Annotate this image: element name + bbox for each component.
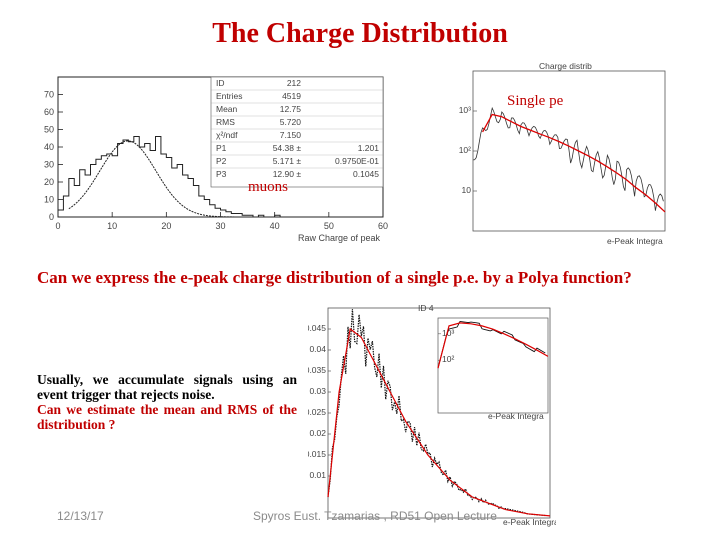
muons-stat-label-2: Mean (216, 104, 238, 114)
muons-stat-error-7: 0.1045 (353, 169, 379, 179)
muons-stat-value-5: 54.38 ± (273, 143, 302, 153)
muons-stat-value-3: 5.720 (280, 117, 302, 127)
inset-data-line (437, 320, 546, 369)
single-pe-stats-title: Charge distrib (539, 63, 592, 71)
single-pe-log-figure: Charge distrib 10 10² 10³ Single pe e-Peak… (455, 63, 670, 248)
muons-stat-label-0: ID (216, 78, 225, 88)
polya-y-tick-label-6: 0.04 (309, 344, 326, 354)
footer-date: 12/13/17 (57, 509, 104, 523)
inset-y-tick-label-0: 10³ (442, 328, 454, 338)
muons-fit-curve (68, 140, 275, 218)
polya-y-tick-label-0: 0.01 (309, 470, 326, 480)
muons-stat-label-1: Entries (216, 91, 242, 101)
polya-fit-figure: ID 4 0.01 0.015 0.02 0.025 0.03 0.035 0.04 0.04… (308, 303, 556, 528)
single-pe-label: Single pe (507, 93, 564, 109)
muons-stat-value-1: 4519 (282, 91, 301, 101)
polya-question: Can we express the e-peak charge distrib… (37, 268, 632, 287)
single-pe-y-tick-label-2: 10³ (459, 105, 471, 115)
muons-stat-label-7: P3 (216, 169, 227, 179)
single-pe-y-tick-label-1: 10² (459, 145, 471, 155)
muons-x-axis-label: Raw Charge of peak (298, 233, 381, 243)
muons-x-tick-label-2: 20 (161, 221, 171, 231)
muons-x-tick-label-6: 60 (378, 221, 388, 231)
muons-stat-value-4: 7.150 (280, 130, 302, 140)
polya-fit-curve (327, 327, 551, 517)
muons-y-tick-label-2: 20 (44, 177, 54, 187)
muons-stat-value-2: 12.75 (280, 104, 302, 114)
footer-author: Spyros Eust. Tzamarias , RD51 Open Lectu… (253, 509, 497, 523)
muons-y-tick-label-0: 0 (49, 212, 54, 222)
muons-x-tick-label-4: 40 (270, 221, 280, 231)
muons-stat-label-3: RMS (216, 117, 235, 127)
body-text-line-2: Can we estimate the mean and RMS of the … (37, 402, 297, 432)
muons-x-tick-label-1: 10 (107, 221, 117, 231)
muons-y-tick-label-7: 70 (44, 90, 54, 100)
inset-y-tick-label-1: 10² (442, 354, 454, 364)
single-pe-y-tick-label-0: 10 (462, 185, 472, 195)
muons-y-tick-label-4: 40 (44, 142, 54, 152)
single-pe-x-axis-label: e-Peak Integra (607, 236, 663, 246)
muons-stat-value-0: 212 (287, 78, 301, 88)
muons-y-tick-label-6: 60 (44, 107, 54, 117)
polya-y-tick-label-4: 0.03 (309, 386, 326, 396)
polya-y-tick-label-1: 0.015 (308, 449, 326, 459)
muons-histogram-bars (57, 136, 383, 218)
polya-y-tick-label-3: 0.025 (308, 407, 326, 417)
muons-x-tick-label-0: 0 (55, 221, 60, 231)
inset-fit-curve (437, 322, 549, 369)
polya-stats-title: ID 4 (418, 303, 434, 313)
inset-x-axis-label: e-Peak Integra (488, 411, 544, 421)
muons-x-tick-label-3: 30 (215, 221, 225, 231)
muons-y-tick-label-5: 50 (44, 125, 54, 135)
polya-y-tick-label-7: 0.045 (308, 323, 326, 333)
muons-y-tick-label-1: 10 (44, 195, 54, 205)
muons-stat-error-6: 0.9750E-01 (335, 156, 379, 166)
muons-histogram-figure: 0 10 20 30 40 50 60 70 0 10 20 30 40 50 60 Raw Charge… (33, 73, 393, 248)
muons-label: muons (248, 179, 288, 195)
body-text-line-1: Usually, we accumulate signals using an … (37, 372, 297, 402)
muons-stat-value-6: 5.171 ± (273, 156, 302, 166)
muons-stat-label-6: P2 (216, 156, 227, 166)
single-pe-data-line (472, 106, 664, 211)
single-pe-fit-curve (482, 113, 666, 213)
muons-y-tick-label-3: 30 (44, 160, 54, 170)
polya-x-axis-label: e-Peak Integra (503, 517, 556, 527)
muons-stat-value-7: 12.90 ± (273, 169, 302, 179)
muons-stat-label-5: P1 (216, 143, 227, 153)
muons-x-tick-label-5: 50 (324, 221, 334, 231)
polya-data-points (327, 309, 546, 517)
muons-stat-label-4: χ²/ndf (216, 130, 238, 140)
polya-y-tick-label-2: 0.02 (309, 428, 326, 438)
muons-stat-error-5: 1.201 (358, 143, 380, 153)
body-text: Usually, we accumulate signals using an … (37, 372, 297, 432)
slide-title: The Charge Distribution (212, 18, 508, 49)
polya-y-tick-label-5: 0.035 (308, 365, 326, 375)
